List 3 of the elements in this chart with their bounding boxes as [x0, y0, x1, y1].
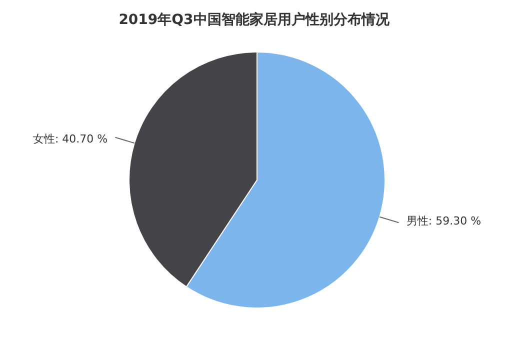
chart-title: 2019年Q3中国智能家居用户性别分布情况 — [118, 11, 390, 28]
slice-label: 男性: 59.30 % — [406, 214, 482, 228]
slice-label: 女性: 40.70 % — [32, 132, 108, 146]
